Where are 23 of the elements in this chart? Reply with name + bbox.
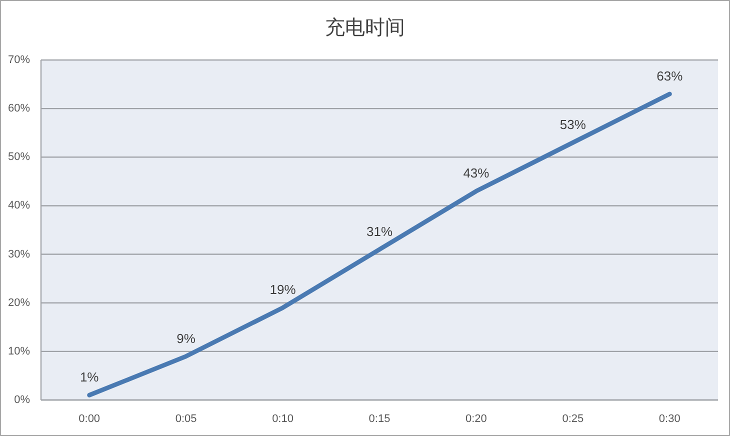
- y-tick-label: 70%: [8, 54, 30, 66]
- y-tick-label: 30%: [8, 248, 30, 260]
- data-label: 19%: [270, 282, 296, 298]
- y-tick-label: 10%: [8, 345, 30, 358]
- data-label: 31%: [366, 224, 393, 239]
- y-tick-label: 50%: [8, 151, 30, 164]
- data-label: 1%: [80, 370, 100, 385]
- data-label: 43%: [463, 166, 490, 181]
- data-label: 9%: [176, 330, 196, 346]
- x-tick-label: 0:20: [466, 413, 487, 425]
- x-tick-label: 0:15: [368, 413, 390, 425]
- y-tick-label: 60%: [8, 102, 30, 115]
- data-label: 63%: [656, 68, 684, 84]
- y-tick-label: 0%: [14, 394, 30, 406]
- y-tick-label: 40%: [8, 200, 30, 212]
- x-tick-label: 0:10: [272, 413, 294, 425]
- chart-title: 充电时间: [325, 17, 405, 39]
- x-tick-label: 0:25: [562, 413, 584, 425]
- x-tick-label: 0:00: [78, 413, 100, 425]
- y-tick-label: 20%: [8, 296, 30, 309]
- x-tick-label: 0:05: [175, 413, 197, 425]
- x-tick-label: 0:30: [658, 413, 680, 425]
- data-label: 53%: [560, 117, 586, 132]
